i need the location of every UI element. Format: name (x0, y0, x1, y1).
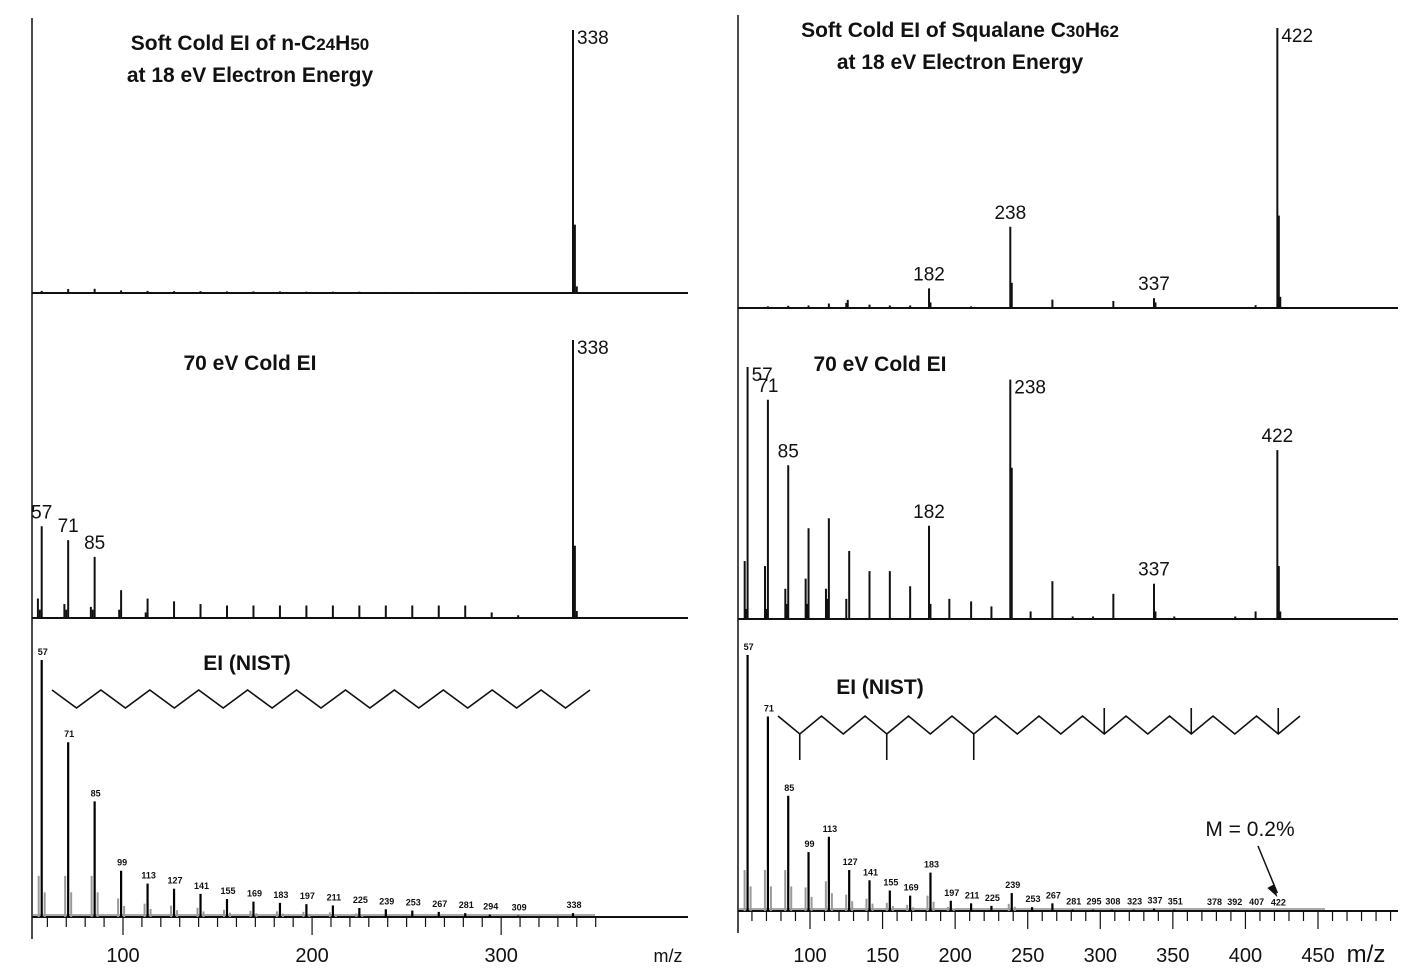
peak-label-113: 113 (823, 824, 838, 834)
panel-title: Soft Cold EI of Squalane C30H62 (801, 19, 1119, 42)
peak-label-71: 71 (58, 516, 79, 537)
spectrum-panel-3: EI (NIST) 57 71 85 99 113 127 141 155 169 183 197 21… (738, 642, 1398, 912)
peak-label-182: 182 (913, 264, 945, 285)
x-tick-label-150: 150 (866, 945, 899, 967)
x-tick-label-100: 100 (106, 945, 139, 967)
chart-n-c24h50: Soft Cold EI of n-C24H50 at 18 eV Electro… (31, 18, 688, 967)
peak-label-211: 211 (965, 890, 980, 900)
peak-label-422: 422 (1262, 426, 1294, 447)
x-axis-label: m/z (654, 946, 683, 966)
peak-label-113: 113 (141, 871, 156, 881)
peak-label-182: 182 (913, 502, 945, 523)
panel-title: EI (NIST) (836, 676, 924, 699)
peak-label-308: 308 (1105, 897, 1120, 907)
peak-label-155: 155 (883, 878, 898, 888)
peak-label-239: 239 (1005, 880, 1020, 890)
peak-label-155: 155 (220, 886, 235, 896)
peak-label-99: 99 (805, 839, 815, 849)
panel-title: Soft Cold EI of n-C24H50 (131, 32, 369, 55)
peak-label-85: 85 (778, 441, 799, 462)
squalane-structure (777, 714, 1301, 736)
peak-label-85: 85 (84, 533, 105, 554)
peak-label-422: 422 (1271, 897, 1286, 907)
peak-label-281: 281 (1066, 897, 1081, 907)
peak-label-267: 267 (1046, 890, 1061, 900)
panel-title: at 18 eV Electron Energy (837, 51, 1084, 74)
peak-label-71: 71 (757, 376, 778, 397)
peak-label-323: 323 (1127, 897, 1142, 907)
peak-label-183: 183 (273, 890, 288, 900)
peak-label-378: 378 (1207, 897, 1222, 907)
peak-label-71: 71 (764, 703, 774, 713)
peak-label-294: 294 (483, 901, 498, 911)
peak-label-281: 281 (459, 900, 474, 910)
x-axis-label: m/z (1347, 941, 1386, 968)
peak-label-295: 295 (1087, 897, 1102, 907)
peak-label-225: 225 (985, 893, 1000, 903)
peak-label-71: 71 (64, 729, 74, 739)
peak-label-197: 197 (300, 891, 315, 901)
peak-label-225: 225 (353, 895, 368, 905)
peak-label-309: 309 (512, 903, 527, 913)
annotation-arrow-head (1267, 884, 1278, 897)
peak-label-127: 127 (168, 876, 183, 886)
peak-label-85: 85 (784, 783, 794, 793)
spectrum-panel-1: Soft Cold EI of n-C24H50 at 18 eV Electro… (32, 28, 688, 294)
panel-title: at 18 eV Electron Energy (127, 64, 374, 87)
chart-squalane: Soft Cold EI of Squalane C30H62 at 18 eV … (737, 15, 1398, 968)
peak-label-169: 169 (904, 883, 919, 893)
peak-label-169: 169 (247, 889, 262, 899)
peak-label-211: 211 (327, 892, 342, 902)
panel-title: 70 eV Cold EI (183, 352, 316, 375)
panel-title: EI (NIST) (203, 652, 291, 675)
peak-label-238: 238 (1014, 378, 1046, 399)
molecular-ion-annotation: M = 0.2% (1205, 818, 1294, 841)
x-tick-label-400: 400 (1229, 945, 1262, 967)
x-tick-label-200: 200 (938, 945, 971, 967)
x-tick-label-300: 300 (484, 945, 517, 967)
peak-label-338: 338 (566, 900, 581, 910)
peak-label-57: 57 (38, 647, 48, 657)
n-tetracosane-structure (51, 689, 591, 709)
x-tick-label-250: 250 (1011, 945, 1044, 967)
x-tick-label-300: 300 (1084, 945, 1117, 967)
x-tick-label-450: 450 (1301, 945, 1334, 967)
peak-label-141: 141 (863, 867, 878, 877)
peak-label-239: 239 (379, 896, 394, 906)
x-tick-label-100: 100 (793, 945, 826, 967)
peak-label-338: 338 (577, 338, 609, 359)
peak-label-57: 57 (744, 642, 754, 652)
peak-label-337: 337 (1147, 895, 1162, 905)
peak-label-253: 253 (406, 898, 421, 908)
peak-label-253: 253 (1026, 894, 1041, 904)
peak-label-338: 338 (577, 28, 609, 49)
x-tick-label-200: 200 (295, 945, 328, 967)
peak-label-57: 57 (752, 365, 773, 386)
peak-label-267: 267 (432, 899, 447, 909)
peak-label-337: 337 (1138, 274, 1170, 295)
peak-label-407: 407 (1249, 897, 1264, 907)
spectrum-panel-1: Soft Cold EI of Squalane C30H62 at 18 eV … (738, 19, 1398, 309)
peak-label-351: 351 (1168, 897, 1183, 907)
x-tick-label-350: 350 (1156, 945, 1189, 967)
peak-label-197: 197 (944, 888, 959, 898)
peak-label-183: 183 (924, 860, 939, 870)
peak-label-392: 392 (1227, 897, 1242, 907)
peak-label-57: 57 (31, 502, 52, 523)
panel-title: 70 eV Cold EI (813, 353, 946, 376)
peak-label-141: 141 (194, 881, 209, 891)
spectrum-panel-3: EI (NIST) 57 71 85 99 113 127 141 155 169 183 197 21… (32, 647, 688, 918)
peak-label-422: 422 (1281, 26, 1313, 47)
peak-label-337: 337 (1138, 560, 1170, 581)
peak-label-85: 85 (91, 788, 101, 798)
peak-label-238: 238 (994, 203, 1026, 224)
peak-label-99: 99 (117, 858, 127, 868)
peak-label-127: 127 (843, 857, 858, 867)
